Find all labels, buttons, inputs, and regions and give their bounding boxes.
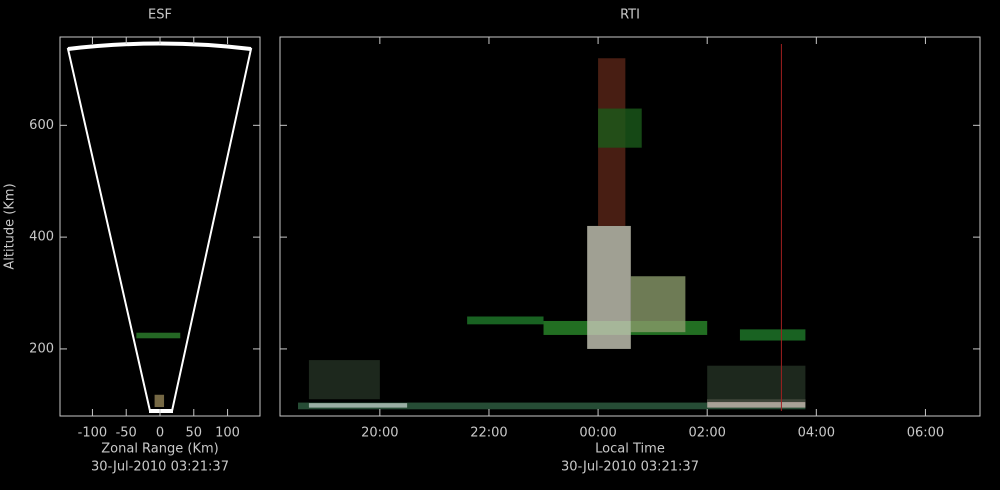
subtitle: 30-Jul-2010 03:21:37 <box>91 460 229 475</box>
x-axis-label: Zonal Range (Km) <box>101 442 218 457</box>
y-tick-label: 400 <box>29 230 54 245</box>
y-axis-label: Altitude (Km) <box>3 183 18 269</box>
echo <box>707 399 806 408</box>
subtitle: 30-Jul-2010 03:21:37 <box>561 460 699 475</box>
x-tick-label: 06:00 <box>907 426 944 441</box>
x-tick-label: -100 <box>78 426 108 441</box>
x-tick-label: 00:00 <box>579 426 616 441</box>
x-tick-label: 02:00 <box>688 426 725 441</box>
x-tick-label: 100 <box>215 426 240 441</box>
echo <box>707 365 806 403</box>
echo <box>630 276 686 333</box>
x-tick-label: 04:00 <box>798 426 835 441</box>
plot-area <box>298 44 806 411</box>
echo <box>136 332 181 339</box>
echo <box>308 360 380 400</box>
esf-fan <box>66 42 253 412</box>
plot-area <box>136 332 181 408</box>
echo <box>154 394 165 408</box>
echo <box>298 402 806 410</box>
x-tick-label: 22:00 <box>470 426 507 441</box>
x-tick-label: -50 <box>116 426 137 441</box>
echo <box>587 225 631 349</box>
echo <box>598 108 642 148</box>
echo <box>467 316 544 325</box>
axes-frame <box>279 36 981 417</box>
x-tick-label: 50 <box>186 426 203 441</box>
axes-frame <box>59 36 261 417</box>
x-axis-label: Local Time <box>595 442 665 457</box>
panel-title: RTI <box>620 8 640 23</box>
esf-fan-arc <box>67 41 252 51</box>
echo <box>739 329 806 341</box>
x-tick-label: 20:00 <box>361 426 398 441</box>
panel-title: ESF <box>148 8 172 23</box>
x-tick-label: 0 <box>156 426 164 441</box>
y-tick-label: 200 <box>29 341 54 356</box>
echo <box>308 403 408 408</box>
y-tick-label: 600 <box>29 118 54 133</box>
